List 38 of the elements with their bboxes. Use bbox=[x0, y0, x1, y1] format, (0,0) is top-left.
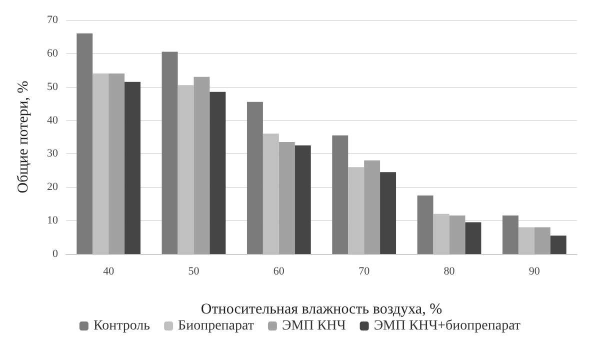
y-axis-title: Общие потери, % bbox=[16, 80, 32, 194]
legend-label: ЭМП КНЧ+биопрепарат bbox=[374, 318, 521, 334]
y-tick-label: 20 bbox=[47, 181, 58, 194]
x-tick-label: 70 bbox=[358, 266, 370, 278]
legend-label: ЭМП КНЧ bbox=[282, 318, 346, 334]
x-tick-label: 80 bbox=[444, 266, 456, 278]
y-tick-label: 60 bbox=[47, 47, 58, 60]
bar bbox=[380, 172, 396, 254]
bar bbox=[417, 196, 434, 254]
bar bbox=[108, 73, 125, 254]
y-tick-label: 40 bbox=[47, 114, 58, 126]
bar bbox=[364, 160, 380, 254]
bar bbox=[76, 33, 93, 254]
x-tick-label: 50 bbox=[188, 266, 200, 278]
bar bbox=[332, 135, 348, 254]
y-tick-label: 10 bbox=[47, 214, 58, 227]
y-tick-label: 0 bbox=[52, 248, 58, 260]
bar bbox=[502, 216, 518, 254]
y-tick-label: 50 bbox=[47, 80, 58, 93]
bar bbox=[210, 92, 226, 254]
bar bbox=[278, 142, 295, 254]
bar bbox=[550, 236, 566, 254]
y-tick-label: 70 bbox=[47, 14, 58, 26]
legend-label: Биопрепарат bbox=[178, 318, 254, 334]
x-axis-title: Относительная влажность воздуха, % bbox=[200, 302, 442, 318]
bar bbox=[294, 145, 311, 254]
y-tick-label: 30 bbox=[47, 148, 58, 160]
x-tick-label: 60 bbox=[273, 266, 285, 278]
bar bbox=[449, 216, 466, 254]
bar bbox=[124, 82, 141, 254]
legend-label: Контроль bbox=[93, 318, 150, 334]
bar bbox=[534, 227, 550, 254]
bar bbox=[162, 52, 178, 254]
bar bbox=[246, 102, 263, 254]
bar bbox=[465, 222, 482, 254]
x-tick-label: 90 bbox=[528, 266, 540, 278]
bar bbox=[194, 76, 210, 254]
x-tick-label: 40 bbox=[103, 266, 115, 278]
